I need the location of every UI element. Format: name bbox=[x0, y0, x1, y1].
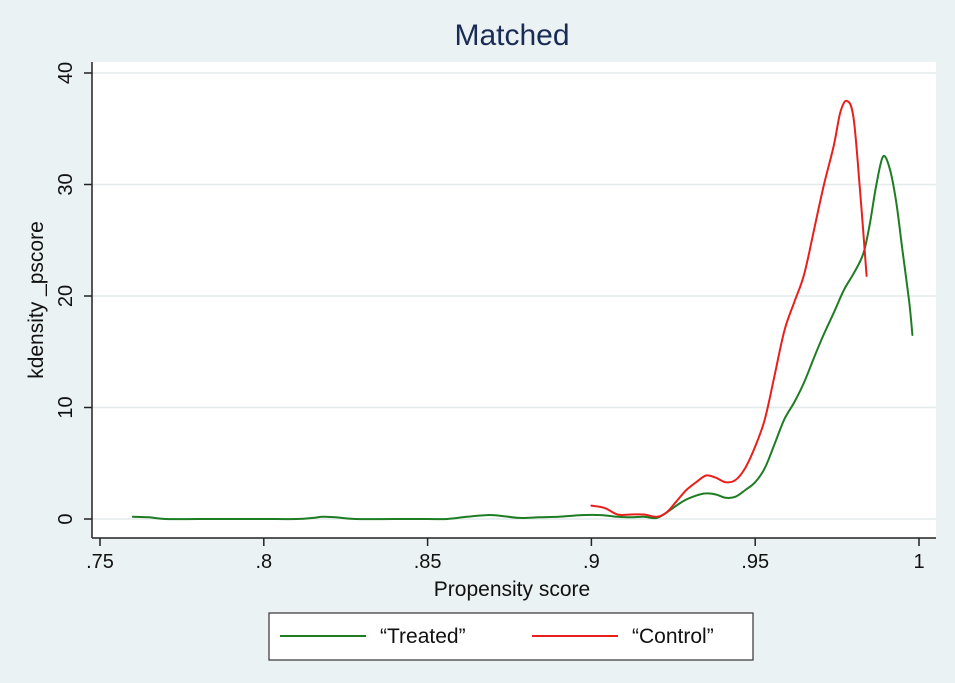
legend: “Treated” “Control” bbox=[268, 612, 754, 661]
legend-control-label: “Control” bbox=[632, 625, 714, 648]
x-tick-label-2: .85 bbox=[414, 551, 442, 573]
y-tick-label-1: 10 bbox=[55, 396, 77, 418]
x-tick-label-3: .9 bbox=[583, 551, 600, 573]
series-line-1 bbox=[590, 99, 868, 518]
x-tick-label-1: .8 bbox=[255, 551, 272, 573]
series-line-0 bbox=[131, 154, 914, 521]
y-axis-title: kdensity _pscore bbox=[25, 221, 48, 379]
x-tick-label-5: 1 bbox=[913, 551, 924, 573]
legend-treated-label: “Treated” bbox=[380, 625, 466, 648]
series-layer bbox=[131, 99, 914, 521]
chart-title: Matched bbox=[454, 19, 569, 52]
plot-area bbox=[92, 62, 936, 538]
x-axis-title: Propensity score bbox=[434, 578, 590, 601]
x-tick-label-4: .95 bbox=[741, 551, 769, 573]
y-tick-label-3: 30 bbox=[55, 173, 77, 195]
y-tick-label-0: 0 bbox=[55, 513, 77, 524]
x-ticks: .75 .8 .85 .9 .95 1 bbox=[86, 538, 925, 573]
y-tick-label-4: 40 bbox=[55, 62, 77, 84]
y-ticks: 0 10 20 30 40 bbox=[55, 62, 92, 525]
y-tick-label-2: 20 bbox=[55, 285, 77, 307]
axes bbox=[91, 62, 936, 539]
x-tick-label-0: .75 bbox=[86, 551, 114, 573]
